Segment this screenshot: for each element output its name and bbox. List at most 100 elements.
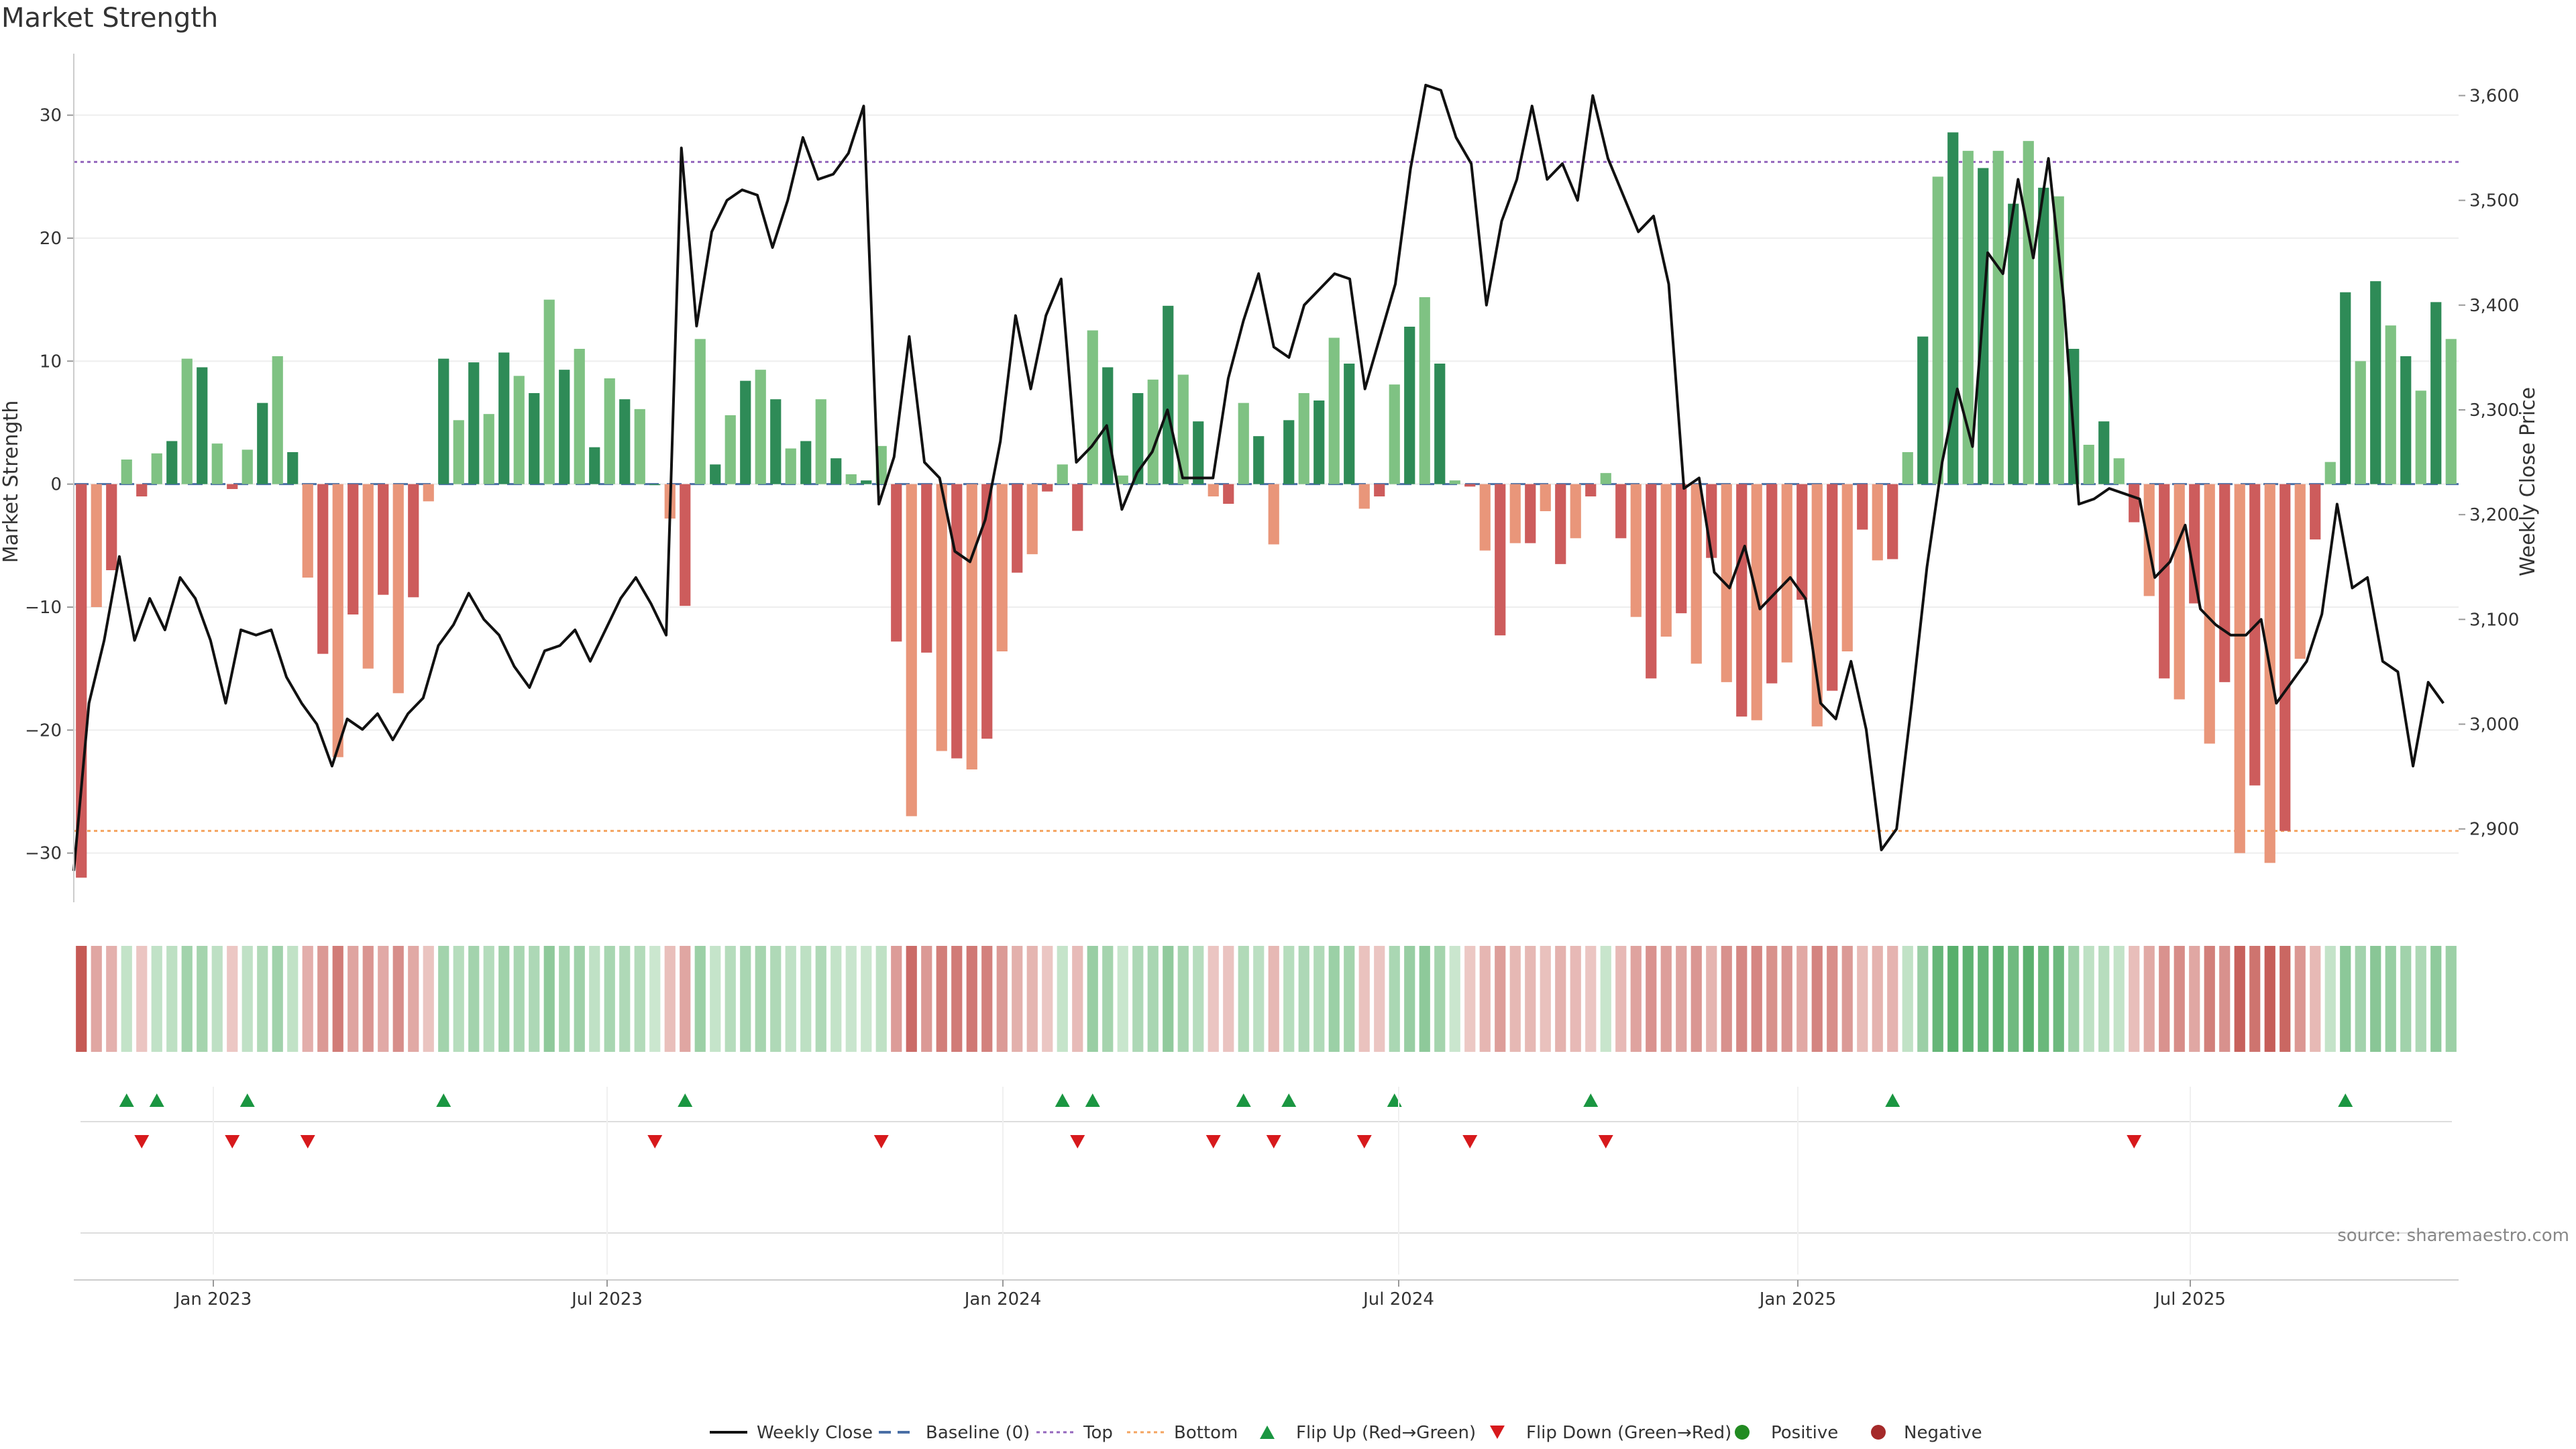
heat-cell [619, 946, 631, 1052]
strength-bar [106, 484, 117, 570]
heat-cell [2279, 946, 2291, 1052]
heat-cell [1268, 946, 1279, 1052]
heat-cell [1781, 946, 1792, 1052]
strength-bar [2249, 484, 2261, 786]
strength-bar [649, 484, 661, 486]
heat-cell [1163, 946, 1174, 1052]
strength-bar [1208, 484, 1219, 496]
legend-label: Bottom [1174, 1423, 1238, 1443]
heat-cell [543, 946, 555, 1052]
heat-cell [1796, 946, 1808, 1052]
heat-cell [1811, 946, 1823, 1052]
heat-cell [936, 946, 947, 1052]
strength-bar [1570, 484, 1581, 539]
legend-label: Negative [1904, 1423, 1982, 1443]
strength-bar [2113, 458, 2125, 484]
strength-bar [724, 415, 736, 484]
legend-positive-swatch [1735, 1425, 1750, 1440]
heat-cell [1706, 946, 1717, 1052]
heat-cell [2249, 946, 2261, 1052]
heat-cell [197, 946, 208, 1052]
strength-bar [529, 393, 540, 484]
strength-bar [1796, 484, 1808, 600]
strength-bar [936, 484, 947, 751]
x-tick-label: Jan 2024 [963, 1289, 1042, 1309]
strength-bar [257, 402, 268, 484]
y2-tick-label: 3,300 [2469, 400, 2519, 421]
heat-cell [2174, 946, 2185, 1052]
heat-cell [272, 946, 283, 1052]
heat-cell [1283, 946, 1295, 1052]
heat-cell [1479, 946, 1491, 1052]
heat-cell [1540, 946, 1551, 1052]
strength-bar [1434, 364, 1446, 484]
heat-cell [347, 946, 359, 1052]
strength-bar [2204, 484, 2215, 744]
heat-cell [181, 946, 193, 1052]
x-tick-label: Jul 2024 [1362, 1289, 1434, 1309]
strength-bar [121, 460, 132, 484]
heat-cell [1358, 946, 1370, 1052]
flip-down-marker [1356, 1135, 1372, 1148]
strength-bar [378, 484, 389, 595]
heat-cell [1690, 946, 1702, 1052]
heat-cell [1887, 946, 1898, 1052]
legend-label: Flip Up (Red→Green) [1296, 1423, 1476, 1443]
strength-bar [2234, 484, 2245, 853]
strength-bar [1857, 484, 1868, 530]
strength-bar [2324, 462, 2336, 484]
strength-bar [861, 480, 872, 484]
strength-bar [151, 453, 162, 484]
strength-bar [800, 441, 812, 484]
strength-bar [891, 484, 902, 642]
heat-cell [121, 946, 132, 1052]
strength-bar [1630, 484, 1642, 617]
y-tick-label: 10 [40, 352, 62, 372]
legend-negative-swatch [1871, 1425, 1886, 1440]
heat-cell [1841, 946, 1853, 1052]
heat-cell [2159, 946, 2170, 1052]
strength-bar [423, 484, 434, 502]
heat-cell [1585, 946, 1597, 1052]
heat-cell [2219, 946, 2231, 1052]
heat-cell [604, 946, 615, 1052]
heat-cell [317, 946, 329, 1052]
flip-markers [80, 1093, 2452, 1234]
heat-cell [453, 946, 464, 1052]
heat-cell [287, 946, 299, 1052]
x-axis: Jan 2023 Jul 2023 Jan 2024 Jul 2024 Jan 2025… [74, 1087, 2459, 1309]
x-tick-label: Jan 2023 [174, 1289, 252, 1309]
heat-cell [1660, 946, 1672, 1052]
heat-cell [241, 946, 253, 1052]
strength-bar [740, 380, 751, 484]
strength-bar [710, 464, 721, 484]
strength-bar [2355, 361, 2366, 484]
heat-cell [1962, 946, 1974, 1052]
heat-cell [1992, 946, 2004, 1052]
strength-bar [755, 370, 766, 484]
flip-up-marker [436, 1093, 451, 1107]
strength-bar [1283, 420, 1295, 484]
heat-cell [1525, 946, 1536, 1052]
heat-cell [392, 946, 404, 1052]
flip-down-marker [134, 1135, 150, 1148]
heat-cell [1872, 946, 1883, 1052]
y-tick-label: 30 [40, 106, 62, 126]
heat-cell [1193, 946, 1204, 1052]
strength-bar [2159, 484, 2170, 679]
legend-label: Flip Down (Green→Red) [1526, 1423, 1731, 1443]
heat-cell [1736, 946, 1748, 1052]
strength-bar [197, 367, 208, 484]
heat-cell [861, 946, 872, 1052]
heat-cell [574, 946, 585, 1052]
strength-bar [1736, 484, 1748, 717]
strength-bar [770, 399, 782, 484]
strength-bar [2400, 356, 2412, 484]
heat-cell [649, 946, 661, 1052]
strength-bar [2143, 484, 2155, 596]
strength-bar [1479, 484, 1491, 551]
heat-cell [2445, 946, 2457, 1052]
strength-bar [1887, 484, 1898, 559]
heat-cell [2370, 946, 2381, 1052]
heat-cell [2129, 946, 2140, 1052]
